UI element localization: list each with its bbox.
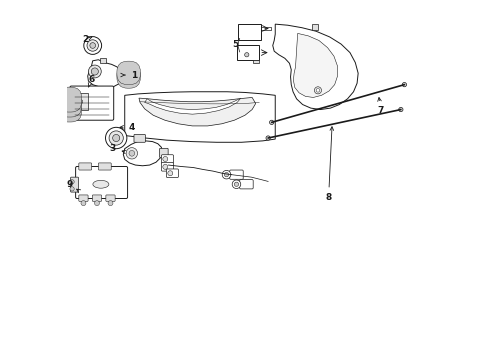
FancyBboxPatch shape bbox=[57, 87, 82, 112]
Circle shape bbox=[234, 182, 239, 186]
FancyBboxPatch shape bbox=[230, 170, 243, 179]
Polygon shape bbox=[139, 98, 256, 126]
FancyBboxPatch shape bbox=[160, 148, 168, 158]
FancyBboxPatch shape bbox=[75, 166, 127, 198]
Circle shape bbox=[163, 165, 168, 169]
Text: 3: 3 bbox=[109, 144, 126, 154]
FancyBboxPatch shape bbox=[237, 45, 259, 60]
Polygon shape bbox=[312, 24, 318, 30]
Circle shape bbox=[91, 68, 98, 75]
Circle shape bbox=[108, 201, 113, 206]
FancyBboxPatch shape bbox=[79, 163, 92, 170]
Text: 1: 1 bbox=[121, 71, 137, 80]
FancyBboxPatch shape bbox=[67, 93, 73, 113]
FancyBboxPatch shape bbox=[70, 86, 114, 120]
Circle shape bbox=[84, 37, 101, 54]
FancyBboxPatch shape bbox=[161, 163, 173, 171]
Polygon shape bbox=[294, 33, 338, 98]
Circle shape bbox=[399, 107, 403, 112]
FancyBboxPatch shape bbox=[92, 195, 101, 201]
Circle shape bbox=[232, 180, 241, 189]
FancyBboxPatch shape bbox=[161, 155, 173, 163]
FancyBboxPatch shape bbox=[238, 24, 261, 40]
Circle shape bbox=[316, 89, 319, 92]
FancyBboxPatch shape bbox=[57, 92, 82, 117]
Polygon shape bbox=[88, 60, 122, 87]
FancyBboxPatch shape bbox=[98, 163, 111, 170]
Circle shape bbox=[87, 40, 98, 51]
Circle shape bbox=[163, 157, 168, 162]
Circle shape bbox=[224, 172, 229, 177]
Text: 8: 8 bbox=[325, 127, 334, 202]
Circle shape bbox=[95, 201, 99, 206]
Text: 4: 4 bbox=[120, 123, 135, 132]
Circle shape bbox=[78, 100, 83, 104]
Text: 7: 7 bbox=[378, 98, 384, 115]
Circle shape bbox=[245, 53, 249, 57]
FancyBboxPatch shape bbox=[79, 195, 88, 201]
Circle shape bbox=[90, 42, 96, 48]
Circle shape bbox=[168, 171, 173, 176]
Circle shape bbox=[70, 180, 74, 184]
Circle shape bbox=[113, 134, 120, 141]
Ellipse shape bbox=[93, 180, 109, 188]
Circle shape bbox=[88, 65, 101, 78]
Circle shape bbox=[105, 127, 127, 149]
FancyBboxPatch shape bbox=[71, 177, 78, 192]
Polygon shape bbox=[273, 24, 358, 109]
Polygon shape bbox=[100, 58, 105, 63]
Circle shape bbox=[266, 136, 270, 140]
FancyBboxPatch shape bbox=[106, 195, 115, 201]
FancyBboxPatch shape bbox=[73, 93, 88, 110]
Circle shape bbox=[402, 82, 407, 87]
FancyBboxPatch shape bbox=[167, 169, 178, 177]
Text: 9: 9 bbox=[67, 180, 81, 193]
Circle shape bbox=[70, 187, 74, 191]
Circle shape bbox=[109, 131, 123, 145]
Circle shape bbox=[222, 170, 231, 179]
FancyBboxPatch shape bbox=[117, 61, 141, 85]
Circle shape bbox=[129, 150, 135, 156]
FancyBboxPatch shape bbox=[57, 97, 82, 122]
FancyBboxPatch shape bbox=[117, 65, 141, 88]
Polygon shape bbox=[125, 92, 275, 142]
Circle shape bbox=[270, 120, 274, 125]
Text: 2: 2 bbox=[82, 35, 92, 44]
FancyBboxPatch shape bbox=[240, 180, 253, 189]
FancyBboxPatch shape bbox=[121, 70, 129, 79]
Polygon shape bbox=[253, 60, 259, 63]
FancyBboxPatch shape bbox=[134, 134, 146, 142]
Text: 6: 6 bbox=[88, 75, 95, 87]
Circle shape bbox=[126, 148, 138, 159]
Polygon shape bbox=[123, 141, 163, 166]
Text: 5: 5 bbox=[232, 40, 238, 49]
Circle shape bbox=[315, 87, 321, 94]
Circle shape bbox=[81, 201, 86, 206]
Polygon shape bbox=[145, 98, 241, 114]
